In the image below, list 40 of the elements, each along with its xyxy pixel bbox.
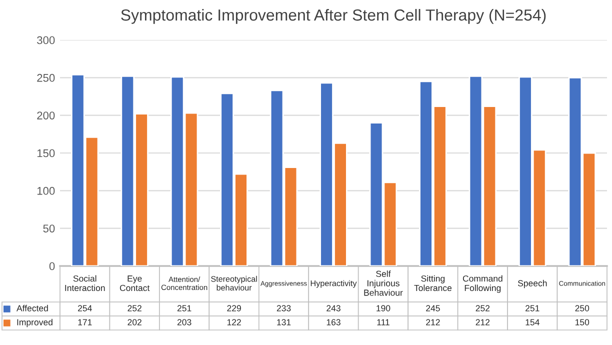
data-label: 245 <box>426 305 440 312</box>
data-label: 131 <box>277 319 291 326</box>
legend-label: Improved <box>17 318 52 328</box>
legend-label: Affected <box>16 304 48 312</box>
chart-title: Symptomatic Improvement After Stem Cell Therapy (N=254) <box>121 8 546 24</box>
data-label: 212 <box>426 319 440 326</box>
data-label: 111 <box>377 319 390 326</box>
x-tick-label: Self Injurious Behaviour <box>364 270 403 296</box>
x-tick-label: Sitting Tolerance <box>414 275 452 292</box>
data-label: 252 <box>128 305 142 312</box>
data-label: 212 <box>476 319 490 326</box>
data-label: 251 <box>526 305 540 312</box>
y-tick-label: 200 <box>37 112 55 120</box>
x-tick-label: Hyperactivity <box>310 280 357 288</box>
data-label: 122 <box>227 319 241 326</box>
y-tick-label: 0 <box>49 262 55 270</box>
data-label: 251 <box>177 305 192 312</box>
data-label: 243 <box>326 305 340 312</box>
data-label: 190 <box>376 305 390 312</box>
y-tick-label: 150 <box>37 149 55 158</box>
data-label: 233 <box>276 305 291 312</box>
y-tick-label: 250 <box>37 74 55 82</box>
data-label: 229 <box>227 305 241 312</box>
x-tick-label: Command Following <box>462 275 502 293</box>
data-label: 252 <box>476 305 490 312</box>
data-label: 150 <box>576 319 590 326</box>
y-tick-label: 50 <box>43 224 55 232</box>
x-tick-label: Speech <box>518 280 547 288</box>
data-label: 254 <box>78 305 92 312</box>
x-tick-label: Eye Contact <box>120 276 150 292</box>
x-tick-label: Social Interaction <box>65 275 105 292</box>
data-label: 163 <box>326 319 340 326</box>
data-label: 250 <box>575 305 590 312</box>
y-tick-label: 300 <box>37 36 55 44</box>
x-tick-label: Stereotypical behaviour <box>211 276 257 291</box>
data-label: 171 <box>78 319 92 326</box>
y-tick-label: 100 <box>37 186 55 195</box>
data-label: 154 <box>526 319 540 326</box>
data-label: 203 <box>177 319 192 326</box>
data-label: 202 <box>128 319 142 326</box>
